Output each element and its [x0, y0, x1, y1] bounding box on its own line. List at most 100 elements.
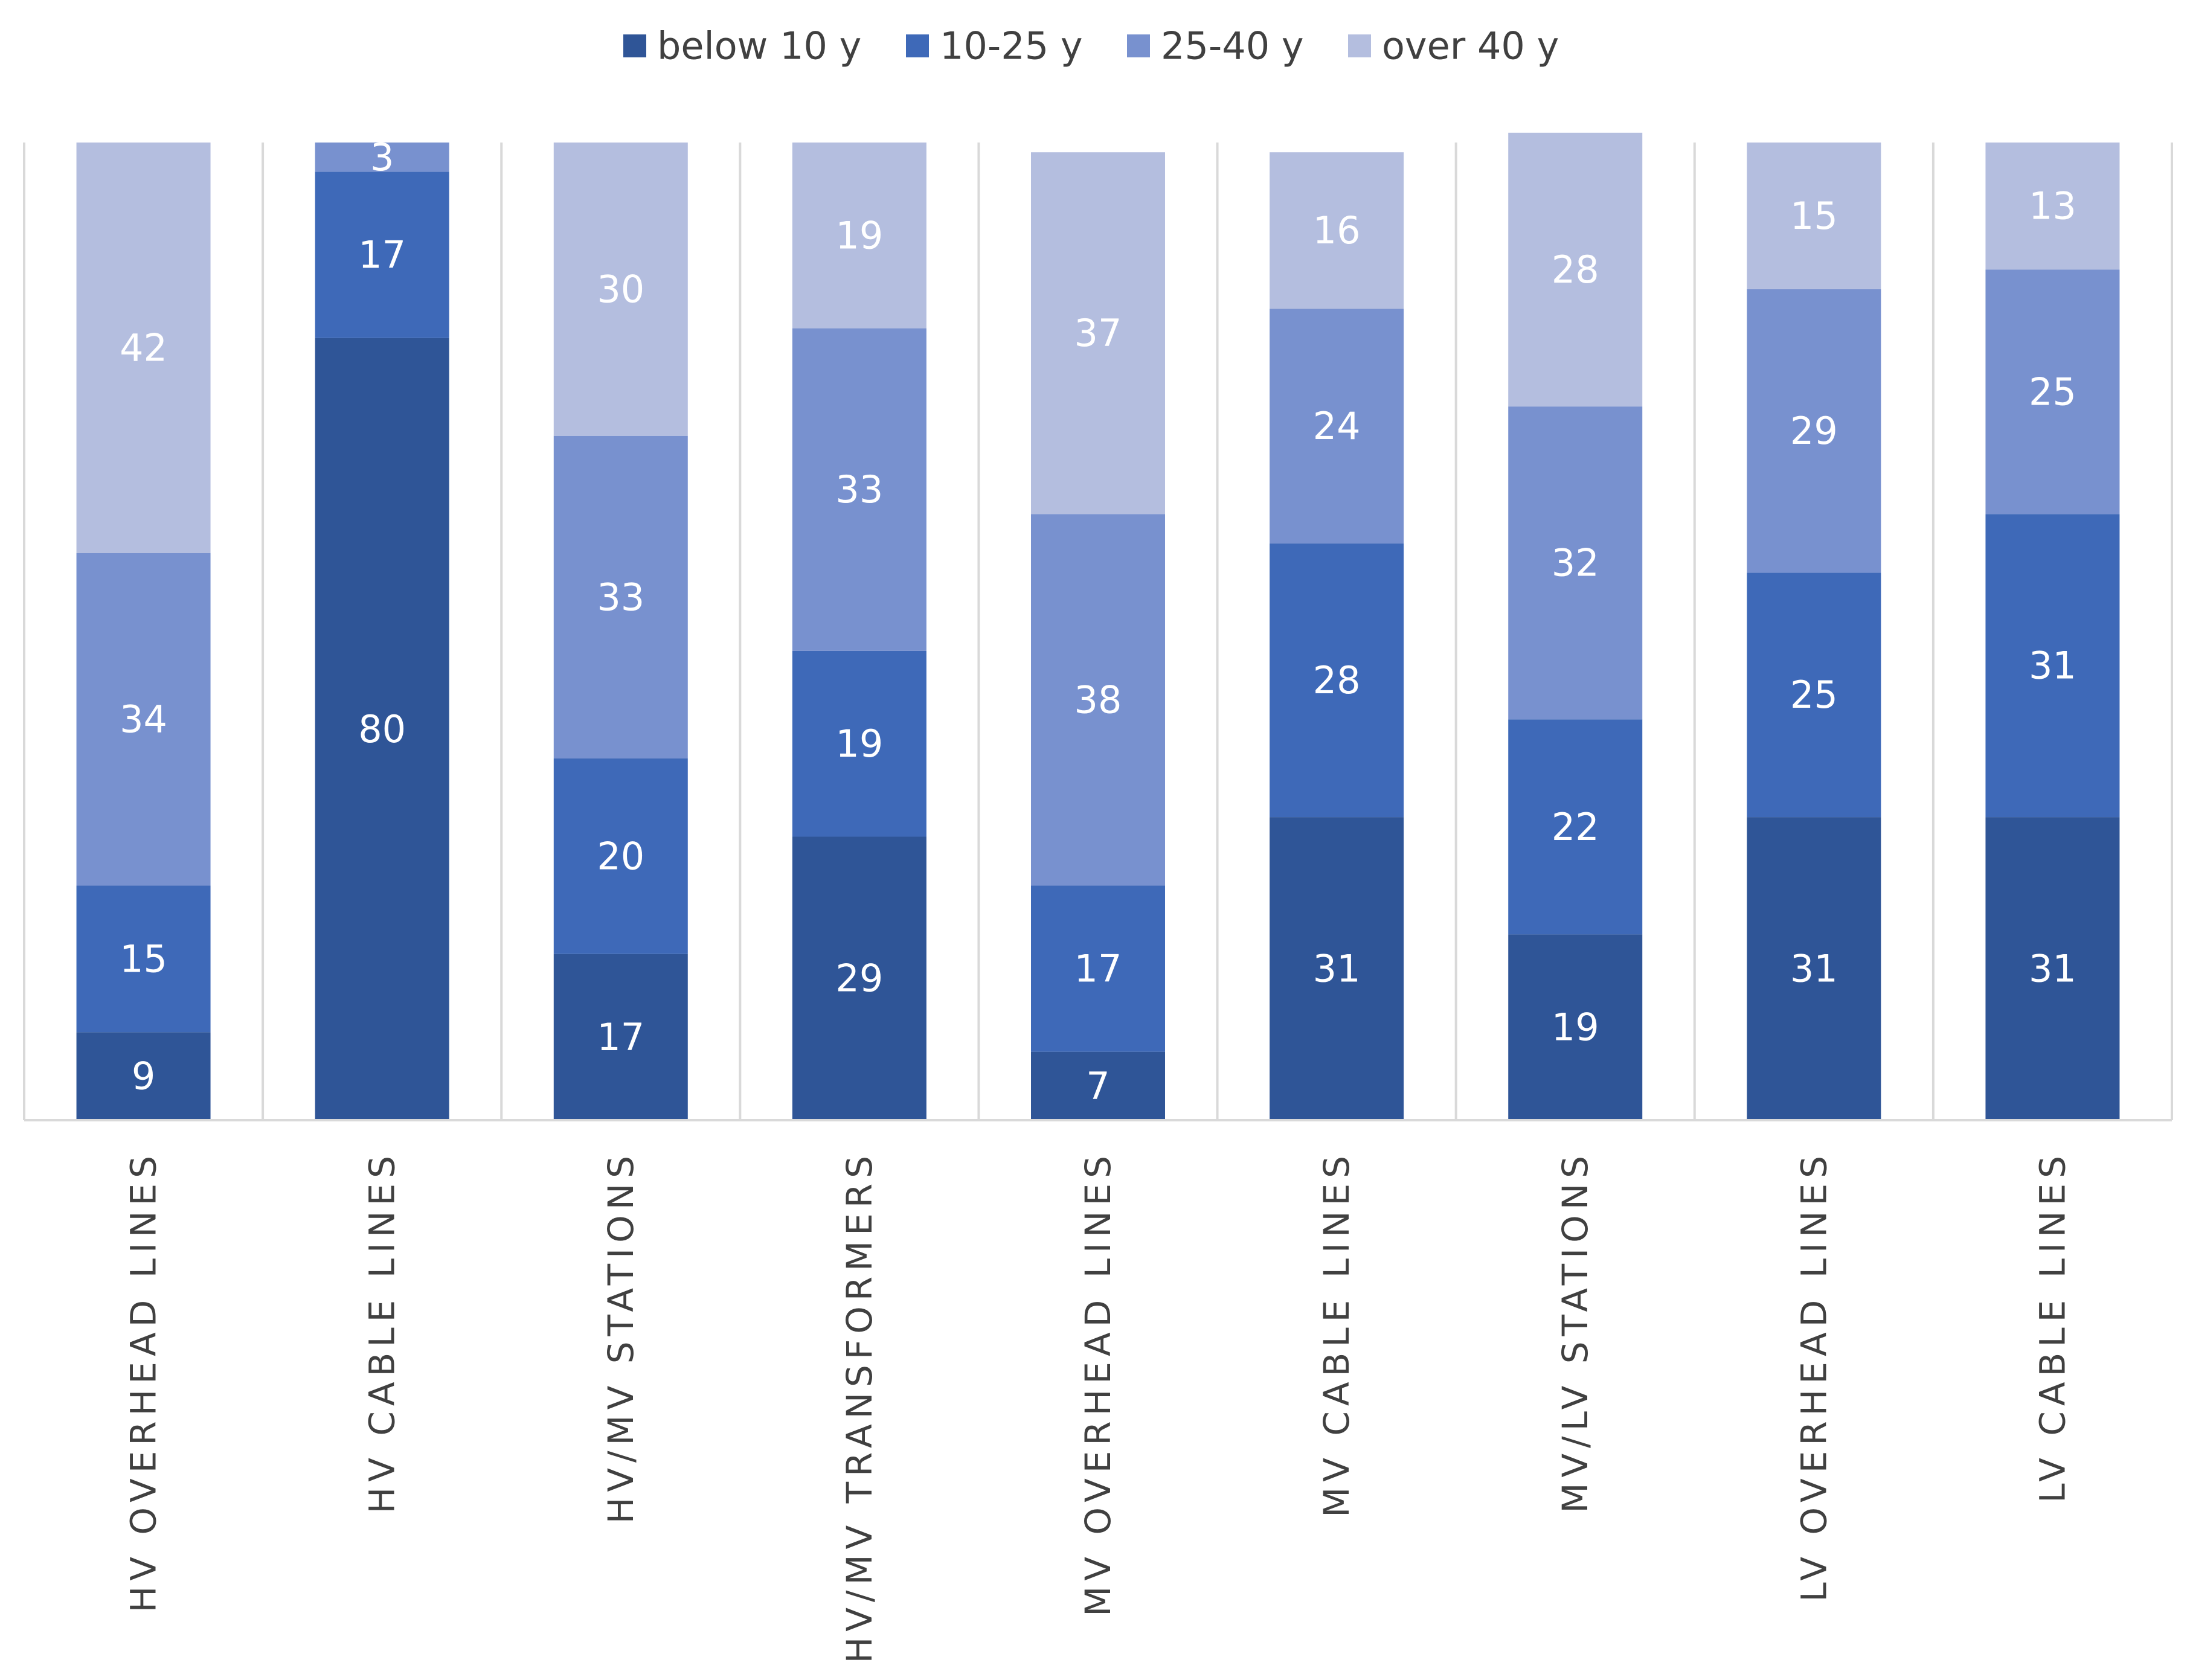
data-label: 7 — [1086, 1064, 1109, 1108]
data-label: 30 — [597, 267, 644, 311]
legend-item-25-40-y: 25-40 y — [1127, 24, 1304, 68]
category-label: LV OVERHEAD LINES — [1793, 1150, 1834, 1602]
data-label: 31 — [1313, 947, 1361, 991]
bar-segment-25-40-y — [792, 328, 926, 651]
data-label: 19 — [835, 722, 883, 766]
bar-segment-below-10-y — [792, 836, 926, 1120]
legend-label: 10-25 y — [940, 24, 1083, 68]
category-label: HV/MV TRANSFORMERS — [839, 1150, 880, 1663]
category-label: MV CABLE LINES — [1316, 1150, 1357, 1518]
category-separators — [23, 143, 2173, 1120]
legend: below 10 y 10-25 y 25-40 y over 40 y — [623, 24, 1559, 68]
category-label: MV OVERHEAD LINES — [1077, 1150, 1119, 1617]
bar-segment-10-25-y — [553, 758, 688, 954]
bar-mv-lv-stations: 19 22 32 28 — [1508, 132, 1643, 1120]
bar-hv-cable-lines: 80 17 3 — [315, 135, 449, 1120]
legend-swatch — [1127, 34, 1150, 57]
bar-segment-below-10-y — [1985, 817, 2120, 1120]
data-label: 31 — [1790, 947, 1838, 991]
bar-segment-over-40-y — [1031, 152, 1165, 515]
data-label: 20 — [597, 834, 644, 878]
data-label: 33 — [835, 467, 883, 511]
category-label: HV/MV STATIONS — [600, 1150, 641, 1524]
bar-segment-10-25-y — [76, 885, 211, 1033]
data-label: 13 — [2029, 184, 2076, 228]
bar-segment-over-40-y — [1508, 132, 1643, 407]
data-label: 80 — [358, 707, 406, 751]
category-label: HV OVERHEAD LINES — [123, 1150, 164, 1612]
bar-segment-25-40-y — [1270, 309, 1404, 543]
bar-segment-10-25-y — [315, 172, 449, 338]
bar-segment-over-40-y — [792, 143, 926, 329]
bar-lv-cable-lines: 31 31 25 13 — [1985, 143, 2120, 1120]
bar-segment-10-25-y — [792, 650, 926, 837]
bar-segment-25-40-y — [1508, 406, 1643, 720]
data-label: 28 — [1313, 658, 1361, 702]
data-label: 31 — [2029, 947, 2076, 991]
bar-segment-10-25-y — [1985, 514, 2120, 818]
data-label: 16 — [1313, 208, 1361, 252]
data-label: 29 — [1790, 409, 1838, 453]
bar-segment-10-25-y — [1270, 543, 1404, 818]
legend-item-over-40-y: over 40 y — [1348, 24, 1559, 68]
bar-segment-below-10-y — [1508, 934, 1643, 1120]
legend-item-10-25-y: 10-25 y — [906, 24, 1083, 68]
bar-mv-cable-lines: 31 28 24 16 — [1270, 152, 1404, 1120]
data-label: 19 — [835, 213, 883, 257]
bar-segment-25-40-y — [76, 553, 211, 886]
data-label: 17 — [1074, 947, 1122, 991]
bar-hv-overhead-lines: 9 15 34 42 — [76, 143, 211, 1120]
bar-segment-over-40-y — [1985, 143, 2120, 270]
legend-label: 25-40 y — [1161, 24, 1304, 68]
bar-segment-over-40-y — [553, 143, 688, 436]
legend-label: below 10 y — [657, 24, 861, 68]
data-label: 3 — [370, 135, 394, 179]
bar-segment-25-40-y — [315, 143, 449, 172]
data-label: 33 — [597, 575, 644, 619]
legend-swatch — [906, 34, 929, 57]
category-label: HV CABLE LINES — [362, 1150, 403, 1513]
bar-hv-mv-transformers: 29 19 33 19 — [792, 143, 926, 1120]
category-labels: HV OVERHEAD LINES HV CABLE LINES HV/MV STA… — [123, 1150, 2073, 1663]
bar-segment-10-25-y — [1747, 572, 1881, 818]
data-label: 28 — [1552, 248, 1599, 292]
bar-mv-overhead-lines: 7 17 38 37 — [1031, 152, 1165, 1120]
bar-segment-25-40-y — [1747, 289, 1881, 573]
data-label: 34 — [120, 697, 167, 742]
data-label: 15 — [120, 937, 167, 981]
data-label: 19 — [1552, 1005, 1599, 1050]
bar-hv-mv-stations: 17 20 33 30 — [553, 143, 688, 1120]
bars: 9 15 34 42 80 17 3 17 20 33 30 29 19 33 19 7 17 38 37 31 28 2… — [76, 132, 2120, 1120]
bar-segment-below-10-y — [553, 954, 688, 1120]
data-label: 38 — [1074, 678, 1122, 722]
data-label: 37 — [1074, 311, 1122, 355]
data-label: 24 — [1313, 404, 1361, 448]
data-label: 31 — [2029, 644, 2076, 688]
data-label: 29 — [835, 957, 883, 1001]
legend-label: over 40 y — [1382, 24, 1559, 68]
bar-segment-below-10-y — [315, 338, 449, 1120]
data-label: 17 — [358, 233, 406, 277]
data-label: 15 — [1790, 194, 1838, 238]
data-label: 42 — [120, 325, 167, 370]
bar-segment-25-40-y — [1031, 514, 1165, 886]
bar-segment-25-40-y — [553, 435, 688, 758]
bar-segment-over-40-y — [1270, 152, 1404, 309]
bar-segment-over-40-y — [1747, 143, 1881, 289]
bar-segment-10-25-y — [1508, 719, 1643, 935]
bar-segment-over-40-y — [76, 143, 211, 553]
bar-segment-below-10-y — [1270, 817, 1404, 1120]
bar-segment-25-40-y — [1985, 269, 2120, 515]
bar-segment-10-25-y — [1031, 885, 1165, 1052]
data-label: 32 — [1552, 541, 1599, 585]
legend-item-below-10-y: below 10 y — [623, 24, 861, 68]
bar-segment-below-10-y — [76, 1032, 211, 1120]
bar-segment-below-10-y — [1747, 817, 1881, 1120]
data-label: 25 — [2029, 370, 2076, 414]
bar-lv-overhead-lines: 31 25 29 15 — [1747, 143, 1881, 1120]
legend-swatch — [623, 34, 646, 57]
category-label: LV CABLE LINES — [2032, 1150, 2073, 1503]
bar-segment-below-10-y — [1031, 1051, 1165, 1120]
data-label: 9 — [132, 1054, 155, 1098]
